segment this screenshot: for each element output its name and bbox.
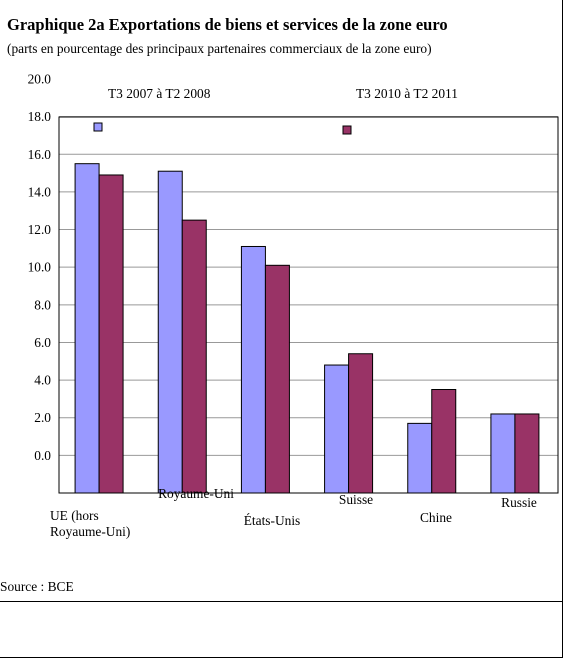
bar xyxy=(407,422,433,494)
x-category-label: États-Unis xyxy=(244,513,301,528)
y-tick-label: 12.0 xyxy=(28,222,52,237)
source-note: Source : BCE xyxy=(0,579,74,594)
bars xyxy=(74,163,540,494)
y-tick-label: 6.0 xyxy=(34,335,51,350)
bar xyxy=(157,170,183,494)
bar xyxy=(514,413,540,494)
bar xyxy=(74,163,100,494)
bar xyxy=(240,245,266,494)
legend-label: T3 2007 à T2 2008 xyxy=(108,86,211,101)
y-tick-label: 10.0 xyxy=(28,260,52,275)
bar-chart: 0.0 2.0 4.0 6.0 8.0 10.0 12.0 14.0 16.0 18.0 20.0 U… xyxy=(28,72,559,540)
footer-divider xyxy=(0,601,563,602)
plot-area-border xyxy=(58,116,559,494)
bar xyxy=(181,219,207,494)
y-tick-label: 2.0 xyxy=(34,410,51,425)
x-category-label: Russie xyxy=(501,495,537,510)
x-category-label: Chine xyxy=(420,510,452,525)
y-tick-label: 8.0 xyxy=(34,297,51,312)
gridlines xyxy=(59,116,558,456)
bar xyxy=(264,264,290,494)
x-category-label: Royaume-Uni xyxy=(158,486,234,501)
bar xyxy=(324,364,350,494)
legend: T3 2007 à T2 2008 T3 2010 à T2 2011 xyxy=(93,86,458,135)
y-tick-label: 20.0 xyxy=(28,72,52,87)
legend-label: T3 2010 à T2 2011 xyxy=(356,86,458,101)
y-tick-label: 14.0 xyxy=(28,184,52,199)
y-tick-label: 4.0 xyxy=(34,373,51,388)
chart-subtitle: (parts en pourcentage des principaux par… xyxy=(7,41,432,56)
legend-swatch xyxy=(342,125,352,135)
x-category-label: UE (hors Royaume-Uni) xyxy=(50,508,130,539)
bar xyxy=(348,353,374,494)
x-category-label: Suisse xyxy=(339,492,373,507)
y-tick-label: 0.0 xyxy=(34,448,51,463)
y-tick-label: 18.0 xyxy=(28,109,52,124)
legend-swatch xyxy=(93,122,103,132)
chart-title: Graphique 2a Exportations de biens et se… xyxy=(7,15,448,34)
bar xyxy=(98,174,124,494)
bar xyxy=(490,413,516,494)
y-tick-label: 16.0 xyxy=(28,147,52,162)
bar xyxy=(431,389,457,494)
axes xyxy=(58,116,559,494)
labels: 0.0 2.0 4.0 6.0 8.0 10.0 12.0 14.0 16.0 18.0 20.0 U… xyxy=(28,72,537,540)
